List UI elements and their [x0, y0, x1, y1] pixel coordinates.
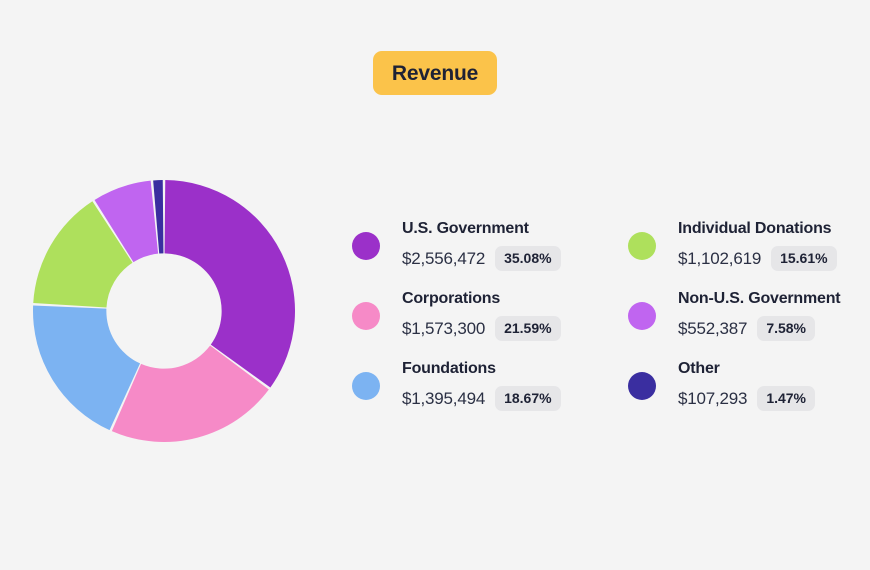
legend-item-body: Foundations $1,395,494 18.67% [402, 354, 732, 411]
legend-item-label: Foundations [402, 360, 496, 377]
legend-item-value: $107,293 [678, 388, 748, 408]
legend-item-label: Other [678, 360, 720, 377]
legend-color-swatch-icon [352, 232, 380, 260]
legend-color-swatch-icon [628, 302, 656, 330]
legend-item-body: Corporations $1,573,300 21.59% [402, 284, 732, 341]
donut-slice[interactable]: Other 1.47% [153, 180, 164, 254]
legend-item-label: Corporations [402, 290, 501, 307]
legend-item[interactable]: Corporations $1,573,300 21.59% [348, 284, 610, 354]
donut-chart: U.S. Government 35.08%Corporations 21.59… [33, 180, 295, 442]
legend-item-value: $2,556,472 [402, 248, 486, 268]
legend-item-value-row: $1,573,300 21.59% [402, 316, 732, 341]
legend-item[interactable]: Non-U.S. Government $552,387 7.58% [624, 284, 870, 354]
donut-slice[interactable]: Corporations 21.59% [111, 345, 269, 442]
donut-chart-svg: U.S. Government 35.08%Corporations 21.59… [33, 180, 295, 442]
donut-slice-group: U.S. Government 35.08%Corporations 21.59… [33, 180, 295, 442]
legend-color-swatch-icon [628, 372, 656, 400]
legend-item[interactable]: Individual Donations $1,102,619 15.61% [624, 214, 870, 284]
legend-item-percent-badge: 35.08% [495, 246, 561, 271]
legend-item-label: U.S. Government [402, 220, 529, 237]
legend-item[interactable]: U.S. Government $2,556,472 35.08% [348, 214, 610, 284]
legend-item-label: Non-U.S. Government [678, 290, 841, 307]
legend-item[interactable]: Other $107,293 1.47% [624, 354, 870, 424]
legend-item-percent-badge: 18.67% [495, 386, 561, 411]
legend-item-value: $1,573,300 [402, 318, 486, 338]
donut-slice[interactable]: Non-U.S. Government 7.58% [94, 180, 159, 263]
legend-item-label: Individual Donations [678, 220, 832, 237]
legend-item-percent-badge: 15.61% [771, 246, 837, 271]
legend-item-value-row: $107,293 1.47% [678, 386, 870, 411]
legend-item-body: Other $107,293 1.47% [678, 354, 870, 411]
legend-item-body: U.S. Government $2,556,472 35.08% [402, 214, 732, 271]
legend-column-left: U.S. Government $2,556,472 35.08% Corporati… [348, 214, 610, 424]
legend-item-value: $552,387 [678, 318, 748, 338]
legend-item-percent-badge: 7.58% [757, 316, 816, 341]
page-title: Revenue [391, 61, 479, 85]
legend-color-swatch-icon [628, 232, 656, 260]
donut-slice[interactable]: Foundations 18.67% [33, 305, 141, 431]
donut-slice[interactable]: U.S. Government 35.08% [164, 180, 295, 388]
legend-item-body: Non-U.S. Government $552,387 7.58% [678, 284, 870, 341]
legend-item-value-row: $1,395,494 18.67% [402, 386, 732, 411]
legend-item-percent-badge: 21.59% [495, 316, 561, 341]
legend-item-value: $1,102,619 [678, 248, 762, 268]
legend-item-body: Individual Donations $1,102,619 15.61% [678, 214, 870, 271]
chart-title-badge: Revenue [373, 51, 497, 95]
legend-item-value-row: $2,556,472 35.08% [402, 246, 732, 271]
legend-item-value-row: $1,102,619 15.61% [678, 246, 870, 271]
legend-item-percent-badge: 1.47% [757, 386, 816, 411]
legend-column-right: Individual Donations $1,102,619 15.61% Non-… [624, 214, 870, 424]
legend-item[interactable]: Foundations $1,395,494 18.67% [348, 354, 610, 424]
legend-color-swatch-icon [352, 302, 380, 330]
donut-slice[interactable]: Individual Donations 15.61% [33, 201, 133, 308]
legend-item-value-row: $552,387 7.58% [678, 316, 870, 341]
legend-color-swatch-icon [352, 372, 380, 400]
legend-item-value: $1,395,494 [402, 388, 486, 408]
